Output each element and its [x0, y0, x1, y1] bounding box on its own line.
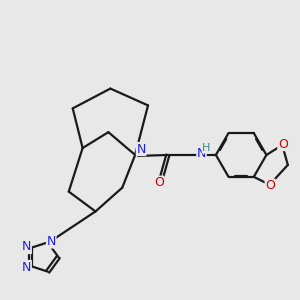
Text: N: N [22, 241, 31, 254]
Text: N: N [22, 260, 31, 274]
Text: O: O [278, 138, 288, 151]
Text: N: N [197, 148, 206, 160]
Text: N: N [136, 142, 146, 155]
Text: O: O [154, 176, 164, 189]
Text: O: O [265, 179, 275, 192]
Text: H: H [202, 143, 211, 153]
Text: N: N [46, 235, 56, 248]
